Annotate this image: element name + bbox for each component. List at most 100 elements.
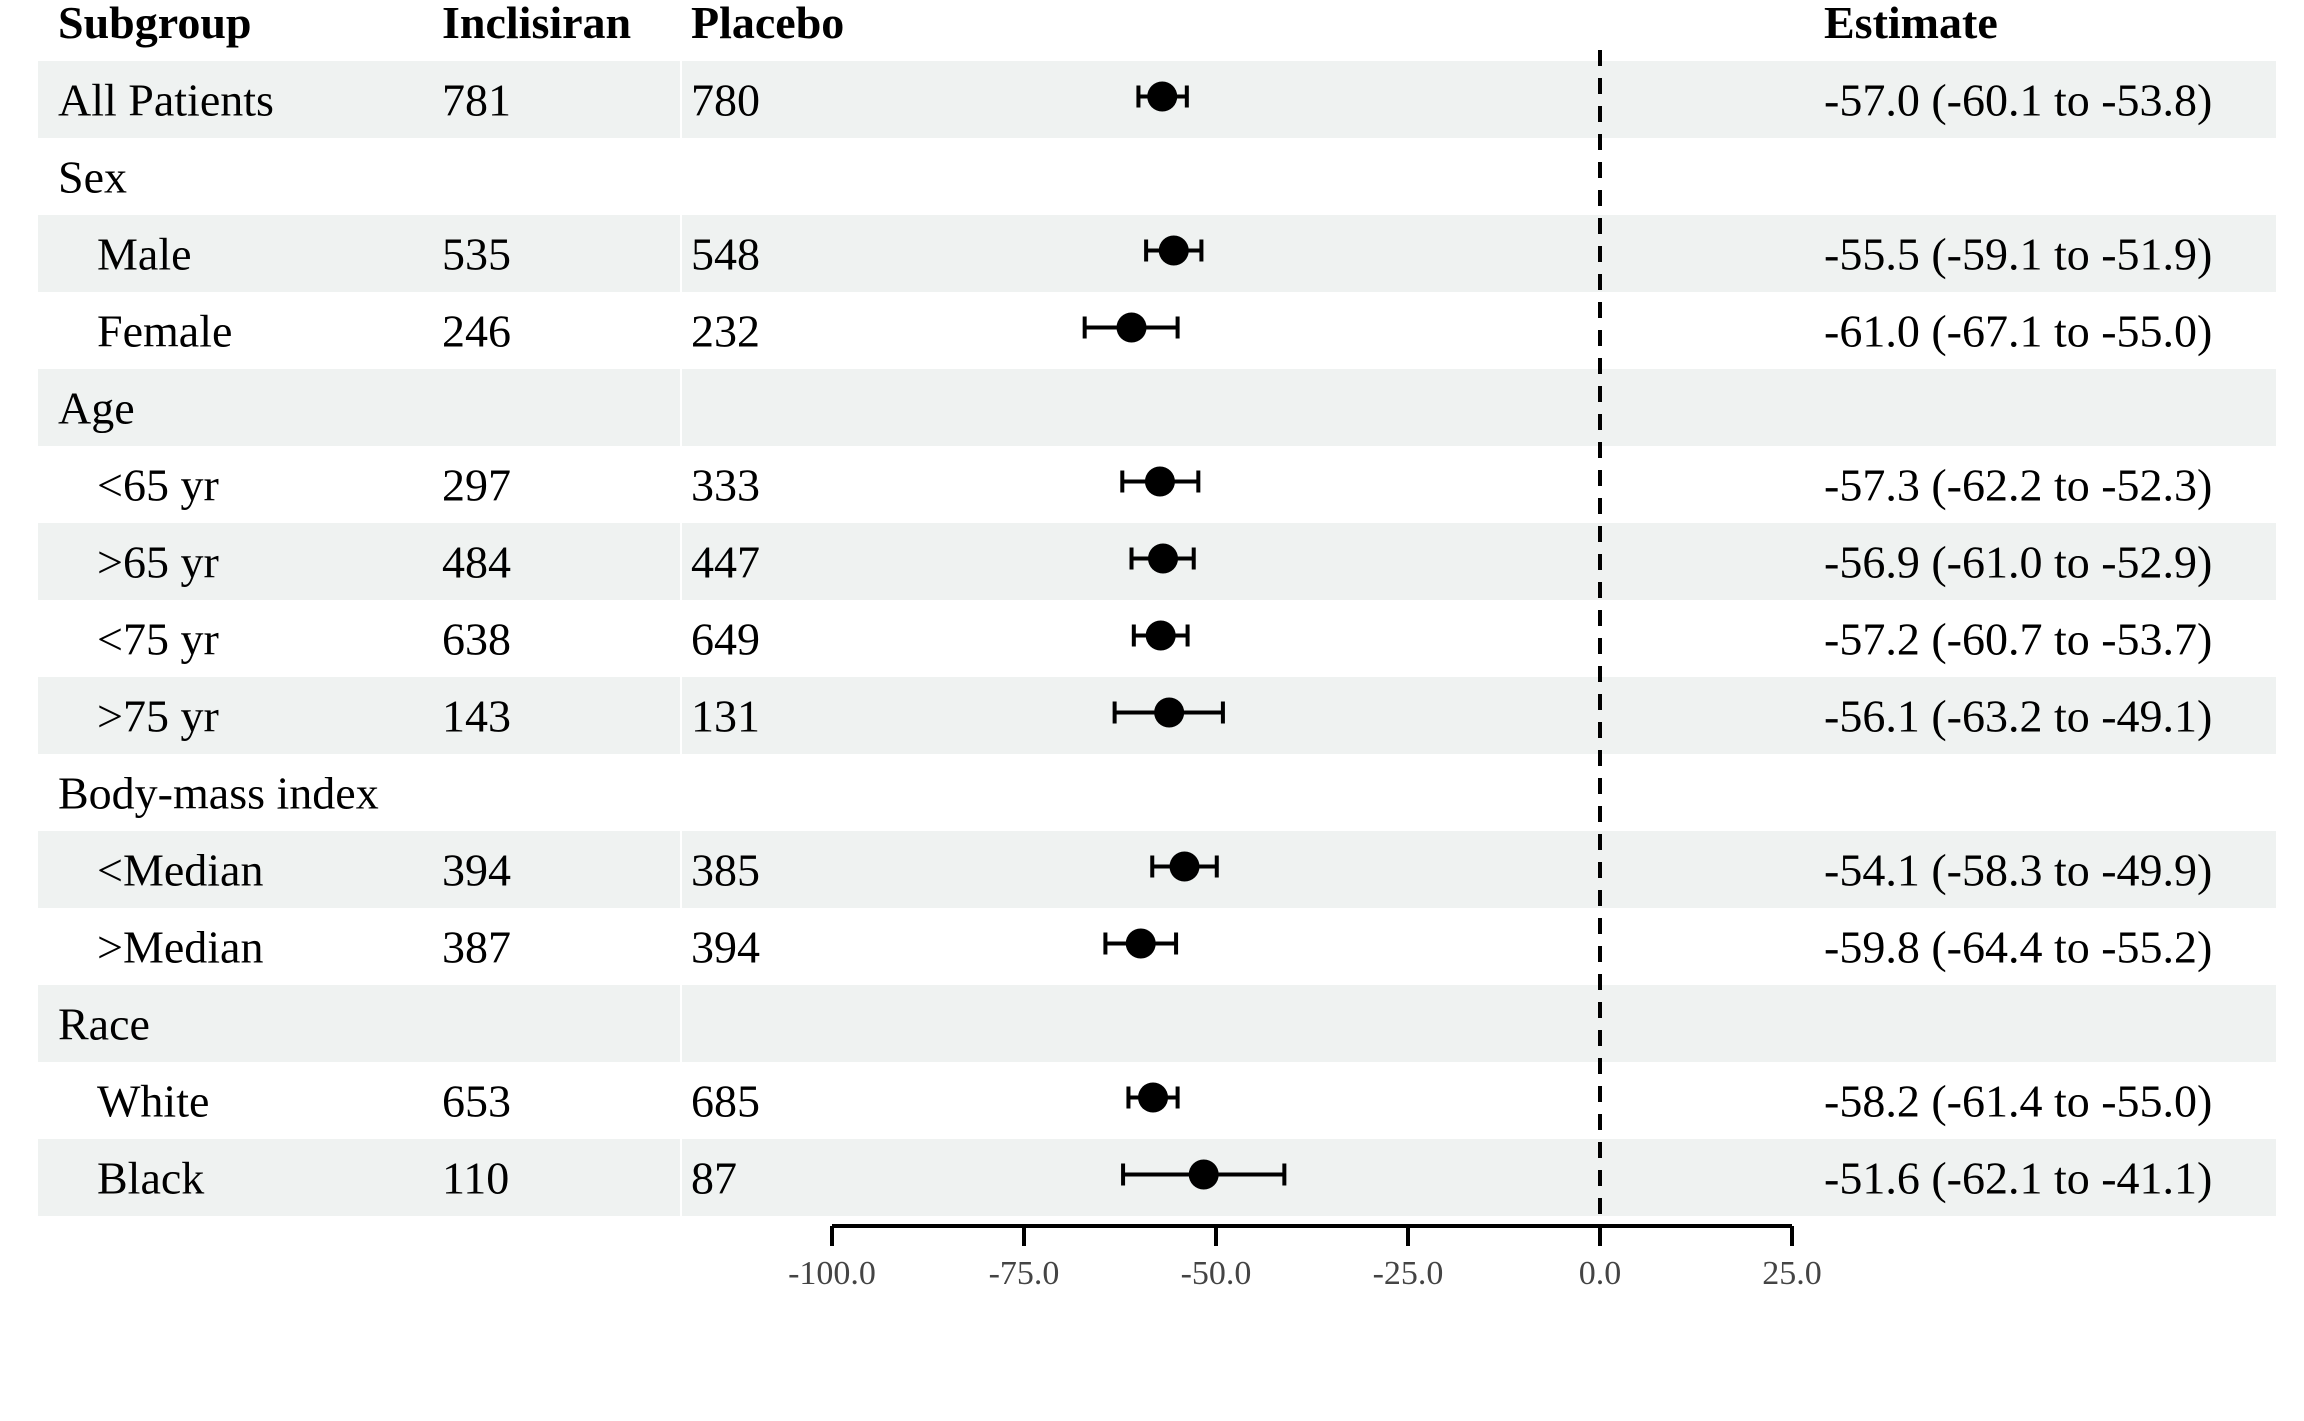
row-label: Black bbox=[97, 1153, 204, 1204]
row-stripe-left bbox=[38, 985, 680, 1062]
placebo-count: 548 bbox=[691, 229, 760, 280]
point-estimate bbox=[1148, 543, 1179, 574]
x-tick-label: 0.0 bbox=[1579, 1255, 1622, 1292]
header-subgroup: Subgroup bbox=[58, 0, 252, 48]
table-row: <65 yr 297 333 -57.3 (-62.2 to -52.3) bbox=[97, 460, 2212, 511]
x-axis: -100.0 -75.0 -50.0 -25.0 0.0 25.0 bbox=[788, 1224, 1822, 1292]
placebo-count: 649 bbox=[691, 614, 760, 665]
table-row: <75 yr 638 649 -57.2 (-60.7 to -53.7) bbox=[97, 614, 2212, 665]
table-row: Age bbox=[58, 383, 135, 434]
estimate-label: -57.0 (-60.1 to -53.8) bbox=[1824, 75, 2212, 126]
header-inclisiran: Inclisiran bbox=[442, 0, 631, 48]
row-stripe-left bbox=[38, 1139, 680, 1216]
estimate-label: -54.1 (-58.3 to -49.9) bbox=[1824, 845, 2212, 896]
inclisiran-count: 484 bbox=[442, 537, 511, 588]
table-row: Body-mass index bbox=[58, 768, 379, 819]
table-row: >75 yr 143 131 -56.1 (-63.2 to -49.1) bbox=[97, 691, 2212, 742]
point-estimate bbox=[1188, 1159, 1219, 1190]
row-stripe-left bbox=[38, 215, 680, 292]
placebo-count: 447 bbox=[691, 537, 760, 588]
row-label: >75 yr bbox=[97, 691, 219, 742]
row-label: Body-mass index bbox=[58, 768, 379, 819]
point-estimate bbox=[1145, 620, 1176, 651]
estimate-label: -56.1 (-63.2 to -49.1) bbox=[1824, 691, 2212, 742]
row-label: >65 yr bbox=[97, 537, 219, 588]
row-label: <75 yr bbox=[97, 614, 219, 665]
row-stripe-left bbox=[38, 61, 680, 138]
estimate-label: -57.3 (-62.2 to -52.3) bbox=[1824, 460, 2212, 511]
forest-mark bbox=[1120, 466, 1201, 497]
inclisiran-count: 638 bbox=[442, 614, 511, 665]
inclisiran-count: 653 bbox=[442, 1076, 511, 1127]
placebo-count: 780 bbox=[691, 75, 760, 126]
inclisiran-count: 143 bbox=[442, 691, 511, 742]
table-rows: All Patients 781 780 -57.0 (-60.1 to -53.8)… bbox=[58, 75, 2212, 1204]
header-placebo: Placebo bbox=[691, 0, 844, 48]
point-estimate bbox=[1144, 466, 1175, 497]
row-label: All Patients bbox=[58, 75, 274, 126]
row-stripe-left bbox=[38, 523, 680, 600]
row-label: Age bbox=[58, 383, 135, 434]
point-estimate bbox=[1158, 235, 1189, 266]
placebo-count: 385 bbox=[691, 845, 760, 896]
forest-mark bbox=[1129, 543, 1196, 574]
placebo-count: 685 bbox=[691, 1076, 760, 1127]
header-estimate: Estimate bbox=[1824, 0, 1998, 48]
row-label: Male bbox=[97, 229, 192, 280]
point-estimate bbox=[1116, 312, 1147, 343]
point-estimate bbox=[1169, 851, 1200, 882]
forest-mark bbox=[1150, 851, 1219, 882]
point-estimate bbox=[1147, 81, 1178, 112]
table-row: Sex bbox=[58, 152, 127, 203]
row-stripe-right bbox=[682, 215, 2276, 292]
row-stripe-right bbox=[682, 369, 2276, 446]
row-stripe-right bbox=[682, 985, 2276, 1062]
table-row: Race bbox=[58, 999, 150, 1050]
point-estimate bbox=[1138, 1082, 1169, 1113]
row-stripe-right bbox=[682, 677, 2276, 754]
inclisiran-count: 535 bbox=[442, 229, 511, 280]
inclisiran-count: 246 bbox=[442, 306, 511, 357]
table-row: White 653 685 -58.2 (-61.4 to -55.0) bbox=[97, 1076, 2212, 1127]
inclisiran-count: 387 bbox=[442, 922, 511, 973]
row-stripe-right bbox=[682, 831, 2276, 908]
inclisiran-count: 781 bbox=[442, 75, 511, 126]
forest-mark bbox=[1112, 697, 1225, 728]
column-headers: Subgroup Inclisiran Placebo Estimate bbox=[58, 0, 1998, 48]
row-stripe-right bbox=[682, 61, 2276, 138]
table-row: Female 246 232 -61.0 (-67.1 to -55.0) bbox=[97, 306, 2212, 357]
table-row: <Median 394 385 -54.1 (-58.3 to -49.9) bbox=[97, 845, 2212, 896]
placebo-count: 394 bbox=[691, 922, 760, 973]
estimate-label: -56.9 (-61.0 to -52.9) bbox=[1824, 537, 2212, 588]
point-estimate bbox=[1125, 928, 1156, 959]
row-label: Race bbox=[58, 999, 150, 1050]
estimate-label: -55.5 (-59.1 to -51.9) bbox=[1824, 229, 2212, 280]
inclisiran-count: 297 bbox=[442, 460, 511, 511]
forest-mark bbox=[1131, 620, 1190, 651]
forest-mark bbox=[1121, 1159, 1287, 1190]
estimate-label: -61.0 (-67.1 to -55.0) bbox=[1824, 306, 2212, 357]
x-tick-label: -25.0 bbox=[1373, 1255, 1444, 1292]
forest-mark bbox=[1136, 81, 1189, 112]
row-label: <65 yr bbox=[97, 460, 219, 511]
forest-mark bbox=[1144, 235, 1204, 266]
row-label: White bbox=[97, 1076, 209, 1127]
estimate-label: -51.6 (-62.1 to -41.1) bbox=[1824, 1153, 2212, 1204]
estimate-label: -59.8 (-64.4 to -55.2) bbox=[1824, 922, 2212, 973]
forest-mark bbox=[1126, 1082, 1180, 1113]
table-row: >Median 387 394 -59.8 (-64.4 to -55.2) bbox=[97, 922, 2212, 973]
row-stripe-left bbox=[38, 677, 680, 754]
x-tick-label: -75.0 bbox=[989, 1255, 1060, 1292]
placebo-count: 333 bbox=[691, 460, 760, 511]
x-tick-label: -50.0 bbox=[1181, 1255, 1252, 1292]
row-stripe-left bbox=[38, 369, 680, 446]
row-stripe-left bbox=[38, 831, 680, 908]
table-row: >65 yr 484 447 -56.9 (-61.0 to -52.9) bbox=[97, 537, 2212, 588]
placebo-count: 87 bbox=[691, 1153, 737, 1204]
x-tick-label: -100.0 bbox=[788, 1255, 876, 1292]
placebo-count: 232 bbox=[691, 306, 760, 357]
table-row: Male 535 548 -55.5 (-59.1 to -51.9) bbox=[97, 229, 2212, 280]
estimate-label: -57.2 (-60.7 to -53.7) bbox=[1824, 614, 2212, 665]
row-label: <Median bbox=[97, 845, 263, 896]
